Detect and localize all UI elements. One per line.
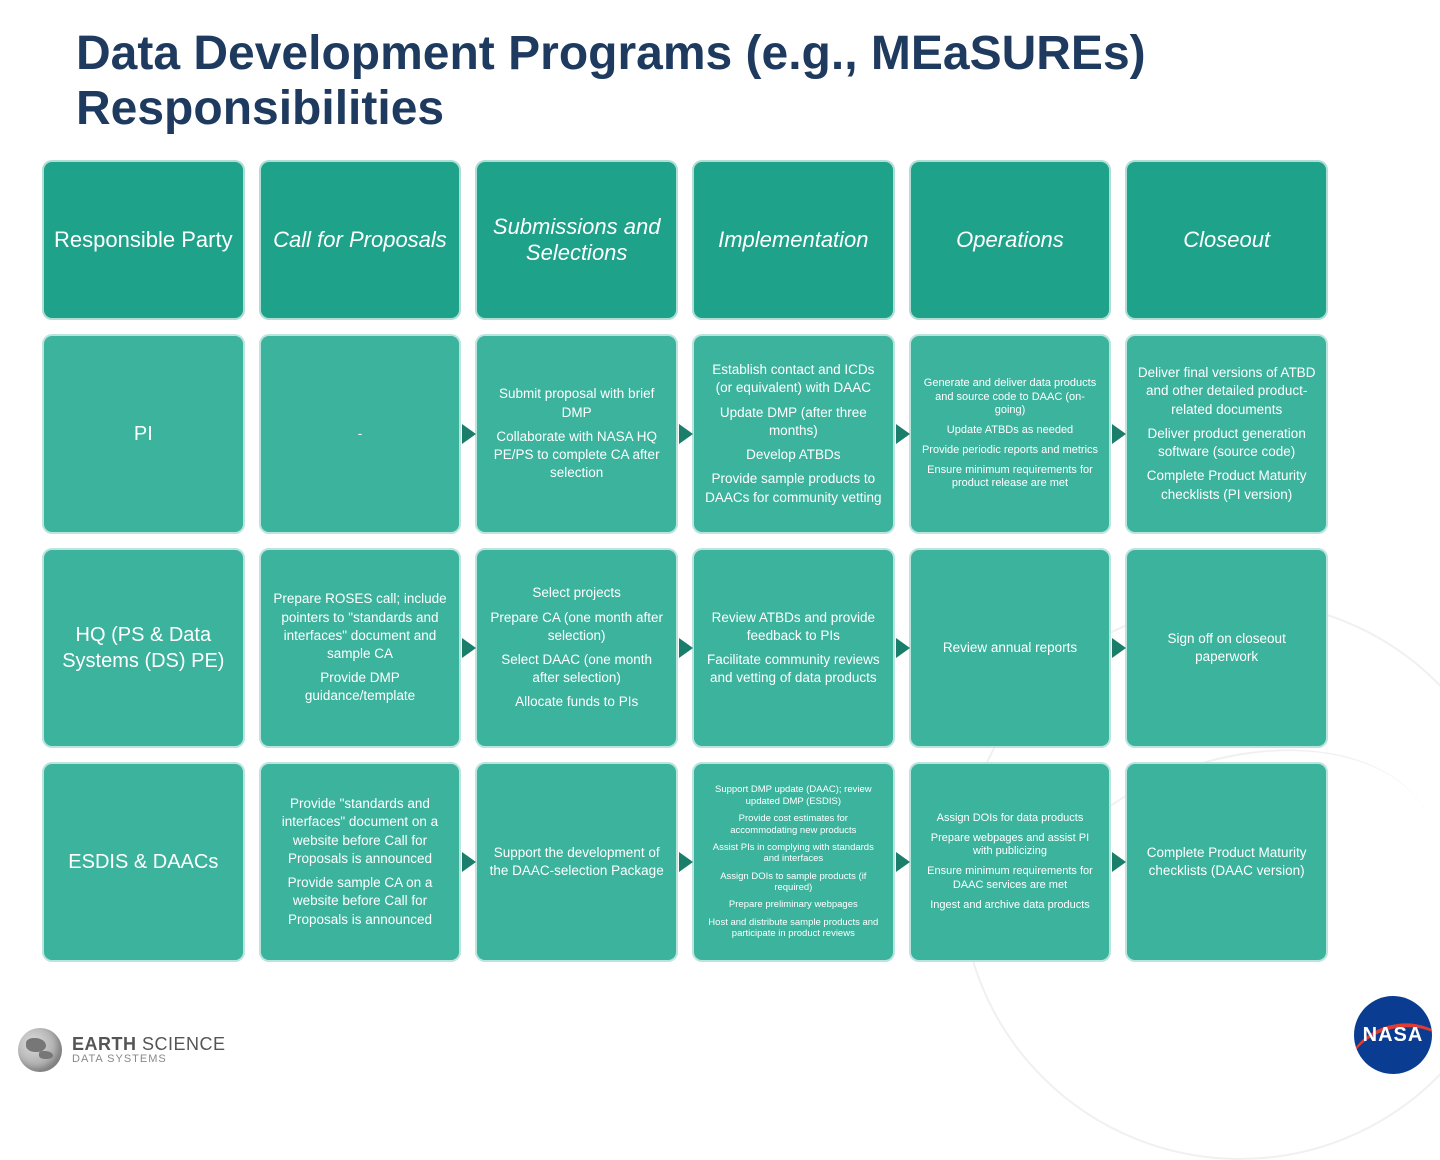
cell-item: Provide sample products to DAACs for com… <box>704 470 883 506</box>
flow-arrow-icon <box>896 424 910 444</box>
cell-r0-c3: Generate and deliver data products and s… <box>909 334 1112 534</box>
flow-arrow-icon <box>679 424 693 444</box>
phase-header-4: Closeout <box>1125 160 1328 320</box>
cell-item: Assign DOIs for data products <box>937 812 1084 826</box>
phase-header-0: Call for Proposals <box>259 160 462 320</box>
header-responsible-party: Responsible Party <box>42 160 245 320</box>
responsibility-matrix: Responsible PartyCall for ProposalsSubmi… <box>42 160 1328 962</box>
phase-header-3: Operations <box>909 160 1112 320</box>
cell-r0-c1: Submit proposal with brief DMP Collaborat… <box>475 334 678 534</box>
cell-item: Provide sample CA on a website before Ca… <box>271 874 450 929</box>
cell-item: Deliver product generation software (sou… <box>1137 425 1316 461</box>
logo-bold: EARTH <box>72 1034 137 1054</box>
cell-item: Provide cost estimates for accommodating… <box>704 813 883 836</box>
cell-item: Develop ATBDs <box>746 446 840 464</box>
row-label-2: ESDIS & DAACs <box>42 762 245 962</box>
cell-item: Support DMP update (DAAC); review update… <box>704 784 883 807</box>
cell-item: Provide DMP guidance/template <box>271 669 450 705</box>
cell-item: Provide periodic reports and metrics <box>922 444 1098 458</box>
flow-arrow-icon <box>1112 852 1126 872</box>
cell-item: Update DMP (after three months) <box>704 404 883 440</box>
nasa-text: NASA <box>1363 1024 1424 1047</box>
cell-item: Prepare webpages and assist PI with publ… <box>921 832 1100 860</box>
earth-science-logo: EARTH SCIENCE DATA SYSTEMS <box>18 1028 226 1072</box>
flow-arrow-icon <box>1112 638 1126 658</box>
cell-item: Ingest and archive data products <box>930 899 1090 913</box>
cell-item: Select projects <box>532 584 621 602</box>
cell-r2-c1: Support the development of the DAAC-sele… <box>475 762 678 962</box>
cell-item: Prepare preliminary webpages <box>729 899 858 910</box>
globe-icon <box>18 1028 62 1072</box>
cell-item: Deliver final versions of ATBD and other… <box>1137 364 1316 419</box>
cell-item: Assign DOIs to sample products (if requi… <box>704 871 883 894</box>
cell-item: Select DAAC (one month after selection) <box>487 651 666 687</box>
cell-item: Sign off on closeout paperwork <box>1137 630 1316 666</box>
cell-r0-c2: Establish contact and ICDs (or equivalen… <box>692 334 895 534</box>
cell-item: Ensure minimum requirements for DAAC ser… <box>921 865 1100 893</box>
cell-item: Review annual reports <box>943 639 1077 657</box>
cell-r1-c3: Review annual reports <box>909 548 1112 748</box>
flow-arrow-icon <box>896 638 910 658</box>
cell-item: Complete Product Maturity checklists (DA… <box>1137 844 1316 880</box>
cell-item: Provide "standards and interfaces" docum… <box>271 795 450 868</box>
cell-item: Prepare CA (one month after selection) <box>487 609 666 645</box>
flow-arrow-icon <box>1112 424 1126 444</box>
cell-item: Update ATBDs as needed <box>947 424 1073 438</box>
cell-item: Submit proposal with brief DMP <box>487 385 666 421</box>
cell-item: Prepare ROSES call; include pointers to … <box>271 590 450 663</box>
cell-r2-c2: Support DMP update (DAAC); review update… <box>692 762 895 962</box>
flow-arrow-icon <box>679 638 693 658</box>
cell-r1-c0: Prepare ROSES call; include pointers to … <box>259 548 462 748</box>
cell-item: Support the development of the DAAC-sele… <box>487 844 666 880</box>
cell-item: Complete Product Maturity checklists (PI… <box>1137 467 1316 503</box>
cell-r0-c0: - <box>259 334 462 534</box>
flow-arrow-icon <box>462 638 476 658</box>
cell-item: Generate and deliver data products and s… <box>921 377 1100 418</box>
logo-rest: SCIENCE <box>137 1034 226 1054</box>
cell-item: - <box>358 425 363 443</box>
phase-header-2: Implementation <box>692 160 895 320</box>
cell-item: Host and distribute sample products and … <box>704 917 883 940</box>
flow-arrow-icon <box>896 852 910 872</box>
cell-r1-c1: Select projects Prepare CA (one month aft… <box>475 548 678 748</box>
cell-item: Review ATBDs and provide feedback to PIs <box>704 609 883 645</box>
row-label-0: PI <box>42 334 245 534</box>
page-title: Data Development Programs (e.g., MEaSURE… <box>76 26 1440 136</box>
flow-arrow-icon <box>462 424 476 444</box>
cell-item: Facilitate community reviews and vetting… <box>704 651 883 687</box>
cell-r2-c4: Complete Product Maturity checklists (DA… <box>1125 762 1328 962</box>
cell-item: Ensure minimum requirements for product … <box>921 464 1100 492</box>
cell-item: Allocate funds to PIs <box>515 693 638 711</box>
row-label-1: HQ (PS & Data Systems (DS) PE) <box>42 548 245 748</box>
logo-sub: DATA SYSTEMS <box>72 1054 226 1066</box>
cell-item: Establish contact and ICDs (or equivalen… <box>704 361 883 397</box>
nasa-logo: NASA <box>1354 996 1432 1074</box>
flow-arrow-icon <box>679 852 693 872</box>
flow-arrow-icon <box>462 852 476 872</box>
cell-r2-c0: Provide "standards and interfaces" docum… <box>259 762 462 962</box>
cell-r1-c2: Review ATBDs and provide feedback to PIs… <box>692 548 895 748</box>
phase-header-1: Submissions and Selections <box>475 160 678 320</box>
cell-r1-c4: Sign off on closeout paperwork <box>1125 548 1328 748</box>
cell-r2-c3: Assign DOIs for data products Prepare web… <box>909 762 1112 962</box>
cell-item: Collaborate with NASA HQ PE/PS to comple… <box>487 428 666 483</box>
cell-r0-c4: Deliver final versions of ATBD and other… <box>1125 334 1328 534</box>
cell-item: Assist PIs in complying with standards a… <box>704 842 883 865</box>
